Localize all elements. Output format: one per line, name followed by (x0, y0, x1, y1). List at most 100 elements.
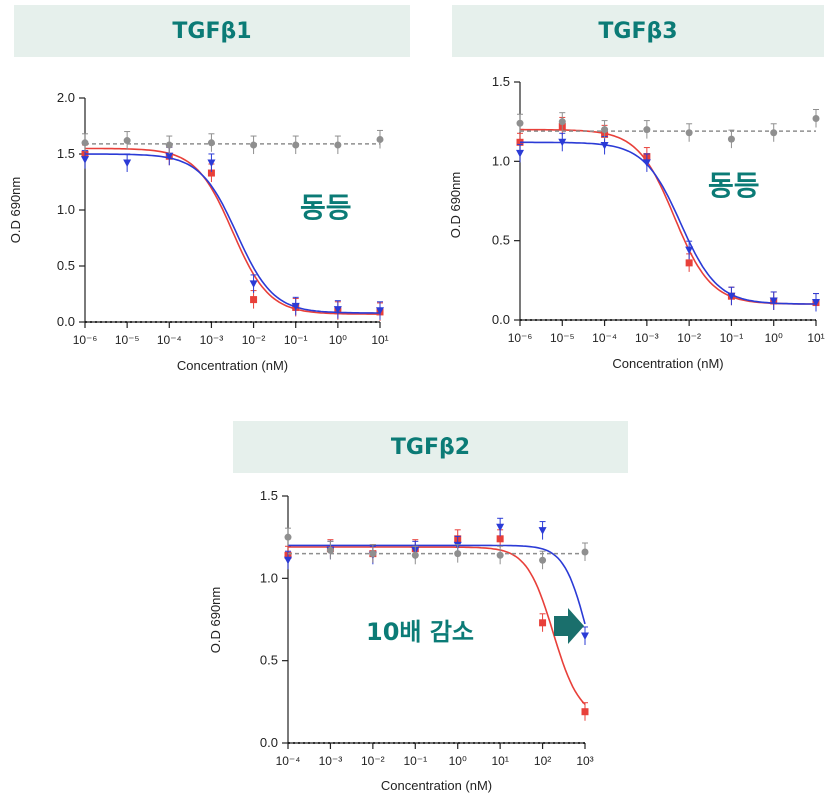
data-point (454, 550, 462, 558)
x-tick-label: 10⁻³ (635, 331, 659, 345)
data-point (496, 523, 505, 532)
fit-curve (288, 546, 586, 705)
data-point (292, 141, 300, 149)
data-point (727, 135, 735, 143)
data-point (601, 126, 609, 134)
tgfb1-annotation: 동등 (300, 191, 352, 224)
fit-curve (520, 128, 817, 305)
y-tick-label: 0.0 (260, 735, 278, 750)
data-point (333, 306, 342, 314)
data-point (250, 141, 258, 149)
data-point (581, 632, 589, 640)
x-tick-label: 10⁻² (242, 333, 266, 347)
data-point (769, 297, 778, 305)
data-point (81, 156, 89, 164)
x-tick-label: 10⁻³ (319, 754, 343, 768)
x-axis-label: Concentration (nM) (612, 356, 723, 371)
tgfb1-title: TGFβ1 (14, 5, 410, 57)
y-tick-label: 0.5 (492, 233, 510, 248)
data-point (539, 619, 547, 627)
x-tick-label: 10¹ (491, 754, 508, 768)
data-point (558, 138, 567, 147)
x-tick-label: 10⁰ (449, 754, 467, 768)
data-point (291, 302, 300, 311)
data-point (411, 551, 419, 559)
data-point (165, 141, 173, 149)
y-tick-label: 1.0 (260, 570, 278, 585)
data-point (207, 159, 216, 167)
tgfb1-chart: 0.0 0.5 1.0 1.5 2.0 10⁻⁶ 10⁻⁵ 10⁻⁴ 10⁻³ 10⁻² 10⁻¹ 1… (8, 90, 389, 373)
y-tick-label: 1.0 (57, 202, 75, 217)
fit-curve (520, 141, 816, 305)
data-point (642, 159, 651, 167)
data-point (123, 137, 131, 145)
data-point (581, 548, 589, 556)
data-point (123, 159, 132, 167)
data-point (538, 527, 547, 535)
data-point (516, 149, 524, 158)
data-point (770, 129, 778, 137)
fit-curve (288, 544, 586, 625)
tgfb2-annotation: 10배 감소 (366, 618, 474, 646)
data-point (249, 280, 258, 288)
x-tick-label: 10⁻¹ (403, 754, 427, 768)
data-point (165, 152, 174, 161)
y-axis-label: O.D 690nm (8, 177, 23, 243)
x-tick-label: 10⁻⁶ (508, 331, 533, 345)
x-tick-label: 10⁻⁴ (592, 331, 617, 345)
x-tick-label: 10⁻⁴ (157, 333, 182, 347)
data-point (81, 139, 89, 147)
data-point (250, 296, 258, 304)
right-arrow-icon (554, 608, 584, 644)
x-tick-label: 10¹ (807, 331, 824, 345)
data-point (643, 126, 651, 134)
x-axis-label: Concentration (nM) (381, 778, 492, 793)
data-point (376, 135, 384, 143)
y-tick-label: 1.5 (57, 146, 75, 161)
data-point (284, 556, 292, 565)
data-point (812, 299, 820, 307)
x-tick-label: 10⁰ (329, 333, 347, 347)
data-point (539, 556, 547, 564)
y-tick-label: 0.0 (492, 312, 510, 327)
x-tick-label: 10³ (576, 754, 593, 768)
y-tick-label: 0.5 (260, 653, 278, 668)
x-axis-label: Concentration (nM) (177, 358, 288, 373)
x-tick-label: 10² (534, 754, 551, 768)
data-point (496, 551, 504, 559)
tgfb3-chart: 0.0 0.5 1.0 1.5 10⁻⁶ 10⁻⁵ 10⁻⁴ 10⁻³ 10⁻² 10⁻¹ 10⁰ 1… (448, 74, 825, 371)
fit-curve (85, 153, 380, 314)
y-tick-label: 1.5 (260, 488, 278, 503)
tgfb2-chart: 0.0 0.5 1.0 1.5 10⁻⁴ 10⁻³ 10⁻² 10⁻¹ 10⁰ 10¹ 10² 10³… (208, 488, 594, 793)
y-axis-label: O.D 690nm (208, 587, 223, 653)
data-point (581, 708, 589, 716)
x-tick-label: 10⁻⁶ (73, 333, 98, 347)
x-tick-label: 10⁻² (361, 754, 385, 768)
y-tick-label: 1.0 (492, 153, 510, 168)
x-tick-label: 10⁻³ (200, 333, 224, 347)
data-point (685, 129, 693, 137)
data-point (600, 141, 609, 150)
fit-curve (85, 147, 380, 315)
y-tick-label: 2.0 (57, 90, 75, 105)
data-point (727, 292, 736, 301)
x-tick-label: 10⁻⁵ (550, 331, 575, 345)
data-point (812, 114, 820, 122)
y-tick-label: 0.0 (57, 314, 75, 329)
tgfb2-title: TGFβ2 (233, 421, 628, 473)
data-point (207, 139, 215, 147)
data-point (685, 259, 693, 267)
data-point (369, 550, 377, 558)
data-point (558, 118, 566, 126)
data-point (376, 307, 384, 315)
data-point (326, 546, 334, 554)
y-tick-label: 0.5 (57, 258, 75, 273)
x-tick-label: 10⁻² (677, 331, 701, 345)
y-axis-label: O.D 690nm (448, 172, 463, 238)
tgfb3-title: TGFβ3 (452, 5, 824, 57)
x-tick-label: 10⁰ (765, 331, 783, 345)
data-point (496, 535, 504, 543)
x-tick-label: 10⁻¹ (720, 331, 744, 345)
data-point (284, 533, 292, 541)
x-tick-label: 10⁻¹ (284, 333, 308, 347)
